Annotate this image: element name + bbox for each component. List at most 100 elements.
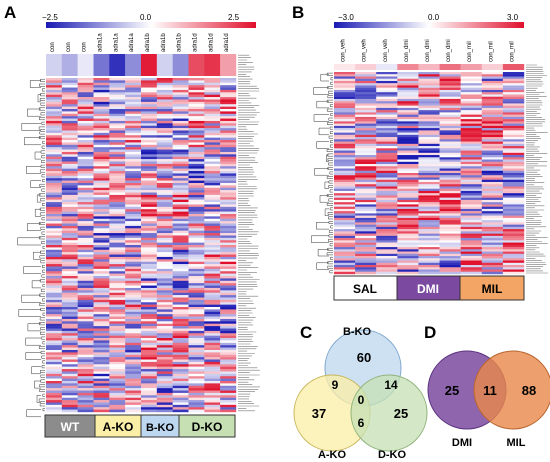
- heatmap-cell: [172, 171, 189, 174]
- heatmap-cell: [204, 118, 221, 122]
- heatmap-cell: [61, 178, 78, 181]
- heatmap-cell: [156, 180, 173, 184]
- heatmap-cell: [46, 404, 63, 408]
- heatmap-cell: [418, 242, 440, 246]
- heatmap-cell: [502, 168, 525, 171]
- heatmap-cell: [156, 118, 173, 122]
- heatmap-cell: [355, 89, 377, 93]
- heatmap-cell: [397, 206, 419, 210]
- heatmap-cell: [61, 349, 78, 353]
- heatmap-cell: [204, 254, 221, 258]
- heatmap-cell: [46, 89, 63, 93]
- heatmap-cell: [61, 225, 78, 229]
- column-label: con_veh: [362, 39, 368, 62]
- heatmap-cell: [46, 249, 63, 253]
- heatmap-cell: [334, 96, 356, 100]
- heatmap-cell: [460, 166, 482, 169]
- heatmap-cell: [141, 109, 158, 112]
- heatmap-cell: [188, 380, 205, 384]
- heatmap-cell: [109, 240, 126, 243]
- heatmap-cell: [188, 168, 205, 172]
- heatmap-cell: [125, 321, 142, 324]
- heatmap-cell: [220, 388, 237, 391]
- heatmap-cell: [156, 385, 173, 389]
- heatmap-cell: [93, 259, 110, 262]
- heatmap-cell: [61, 161, 78, 165]
- heatmap-cell: [502, 98, 525, 102]
- heatmap-cell: [397, 204, 419, 207]
- heatmap-cell: [172, 235, 189, 239]
- heatmap-cell: [439, 92, 461, 95]
- heatmap-cell: [418, 107, 440, 111]
- heatmap-cell: [46, 266, 63, 270]
- heatmap-cell: [376, 152, 398, 156]
- heatmap-cell: [125, 168, 142, 172]
- heatmap-cell: [46, 230, 63, 234]
- heatmap-cell: [418, 231, 440, 234]
- heatmap-cell: [220, 309, 237, 312]
- heatmap-cell: [355, 128, 377, 131]
- heatmap-cell: [46, 247, 63, 250]
- heatmap-cell: [125, 397, 142, 401]
- heatmap-cell: [46, 154, 63, 157]
- heatmap-cell: [61, 116, 78, 119]
- heatmap-cell: [355, 64, 377, 70]
- heatmap-cell: [481, 166, 504, 169]
- heatmap-cell: [46, 342, 63, 346]
- heatmap-cell: [172, 163, 189, 167]
- heatmap-cell: [61, 144, 78, 148]
- heatmap-cell: [204, 385, 221, 389]
- heatmap-cell: [172, 202, 189, 205]
- heatmap-cell: [125, 116, 142, 119]
- heatmap-cell: [334, 161, 356, 165]
- heatmap-cell: [418, 121, 440, 124]
- heatmap-cell: [481, 83, 504, 86]
- heatmap-cell: [93, 299, 110, 303]
- heatmap-cell: [61, 228, 78, 231]
- heatmap-cell: [125, 120, 142, 124]
- heatmap-cell: [125, 335, 142, 339]
- heatmap-cell: [204, 252, 221, 255]
- heatmap-cell: [141, 213, 158, 217]
- heatmap-cell: [220, 266, 237, 270]
- heatmap-cell: [355, 155, 377, 158]
- heatmap-cell: [376, 256, 398, 259]
- heatmap-cell: [93, 371, 110, 375]
- heatmap-cell: [334, 256, 356, 259]
- heatmap-cell: [93, 409, 110, 413]
- heatmap-cell: [502, 78, 525, 82]
- heatmap-cell: [156, 273, 173, 277]
- heatmap-cell: [397, 253, 419, 257]
- heatmap-cell: [46, 316, 63, 320]
- heatmap-cell: [418, 224, 440, 228]
- heatmap-cell: [109, 180, 126, 184]
- heatmap-cell: [125, 402, 142, 406]
- heatmap-cell: [61, 252, 78, 255]
- heatmap-cell: [188, 242, 205, 246]
- heatmap-cell: [439, 197, 461, 201]
- heatmap-cell: [156, 247, 173, 250]
- heatmap-cell: [125, 178, 142, 181]
- heatmap-cell: [46, 111, 63, 114]
- heatmap-cell: [397, 107, 419, 111]
- heatmap-cell: [460, 155, 482, 158]
- heatmap-cell: [46, 297, 63, 301]
- heatmap-cell: [204, 154, 221, 157]
- heatmap-cell: [481, 242, 504, 246]
- heatmap-cell: [77, 80, 94, 83]
- heatmap-cell: [109, 178, 126, 181]
- heatmap-cell: [156, 407, 173, 410]
- heatmap-cell: [397, 244, 419, 248]
- heatmap-cell: [334, 224, 356, 228]
- heatmap-cell: [93, 266, 110, 270]
- heatmap-cell: [156, 354, 173, 358]
- heatmap-cell: [46, 252, 63, 255]
- heatmap-cell: [93, 194, 110, 198]
- heatmap-cell: [188, 318, 205, 322]
- heatmap-cell: [141, 400, 158, 403]
- heatmap-cell: [204, 178, 221, 181]
- heatmap-cell: [172, 218, 189, 222]
- heatmap-cell: [141, 345, 158, 348]
- heatmap-cell: [93, 168, 110, 172]
- heatmap-cell: [334, 141, 356, 145]
